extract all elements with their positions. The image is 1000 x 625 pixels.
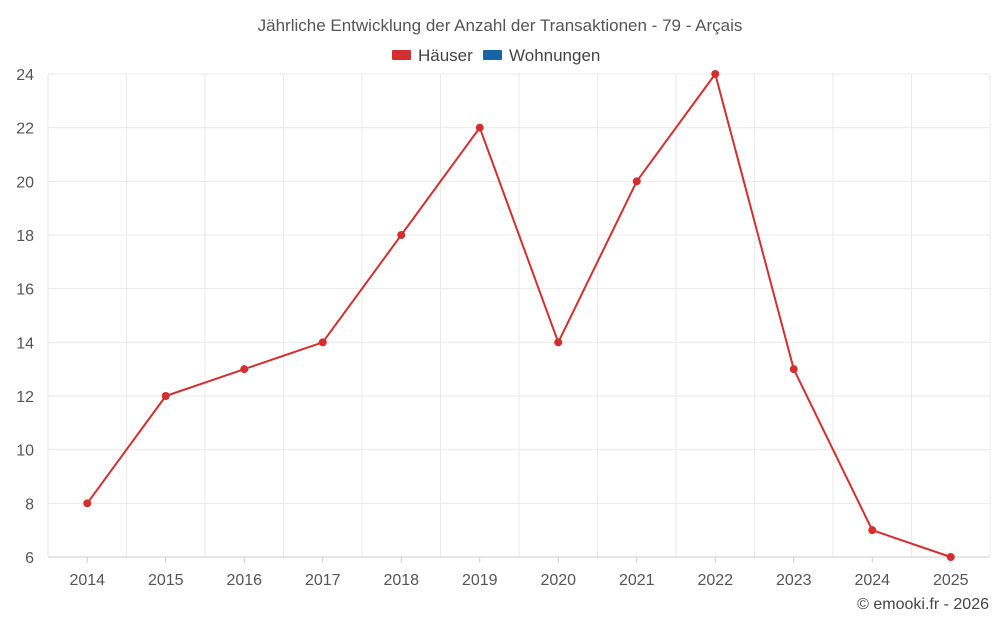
y-tick-label: 20 <box>16 174 34 191</box>
y-tick-label: 8 <box>25 496 34 513</box>
data-point[interactable] <box>711 70 720 78</box>
credit-text: © emooki.fr - 2026 <box>857 596 989 613</box>
y-axis-ticks: 6 8 10 12 14 16 18 20 22 24 <box>16 67 34 567</box>
x-axis-ticks: 2014 2015 2016 2017 2018 2019 2020 2021 2022 2023… <box>69 557 969 589</box>
data-point[interactable] <box>789 365 798 374</box>
x-tick-label: 2018 <box>383 572 419 589</box>
x-tick-label: 2023 <box>776 572 812 589</box>
data-point[interactable] <box>868 526 877 535</box>
x-tick-label: 2016 <box>226 572 262 589</box>
data-point[interactable] <box>632 177 641 186</box>
data-point[interactable] <box>318 338 327 347</box>
y-tick-label: 16 <box>16 282 34 299</box>
x-tick-label: 2024 <box>854 572 890 589</box>
x-tick-label: 2025 <box>933 572 969 589</box>
y-tick-label: 14 <box>16 335 34 352</box>
x-tick-label: 2020 <box>540 572 576 589</box>
x-tick-label: 2021 <box>619 572 655 589</box>
legend-label-wohnungen: Wohnungen <box>509 46 600 65</box>
data-point[interactable] <box>240 365 249 374</box>
x-tick-label: 2014 <box>69 572 105 589</box>
data-point[interactable] <box>946 553 955 561</box>
data-point[interactable] <box>161 392 170 400</box>
legend-label-haeuser: Häuser <box>418 46 473 65</box>
y-tick-label: 6 <box>25 550 34 567</box>
legend-item-haeuser[interactable]: Häuser <box>392 46 473 65</box>
data-point[interactable] <box>397 231 406 239</box>
x-tick-label: 2017 <box>305 572 341 589</box>
data-point[interactable] <box>554 338 563 347</box>
x-tick-label: 2019 <box>462 572 498 589</box>
y-tick-label: 12 <box>16 389 34 406</box>
y-tick-label: 10 <box>16 443 34 460</box>
legend-item-wohnungen[interactable]: Wohnungen <box>483 46 600 65</box>
x-tick-label: 2015 <box>148 572 184 589</box>
legend-swatch-wohnungen <box>483 50 502 60</box>
data-point[interactable] <box>475 123 484 132</box>
y-tick-label: 22 <box>16 121 34 138</box>
chart-title: Jährliche Entwicklung der Anzahl der Tra… <box>258 16 743 35</box>
legend-swatch-haeuser <box>392 50 411 60</box>
series-haeuser <box>83 70 955 561</box>
data-point[interactable] <box>83 499 92 508</box>
y-tick-label: 24 <box>16 67 34 84</box>
y-tick-label: 18 <box>16 228 34 245</box>
series-line <box>86 73 952 558</box>
gridlines <box>47 73 991 557</box>
legend: Häuser Wohnungen <box>392 46 600 65</box>
x-tick-label: 2022 <box>697 572 733 589</box>
